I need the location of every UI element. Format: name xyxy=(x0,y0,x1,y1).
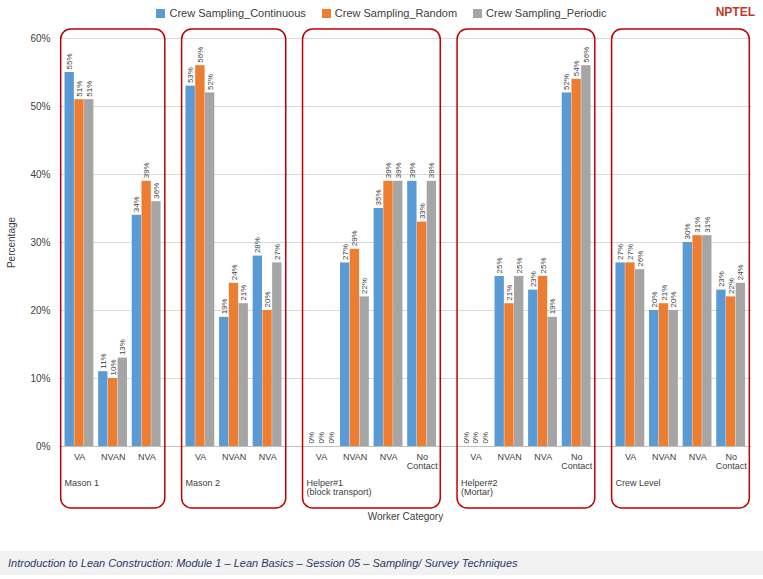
svg-text:31%: 31% xyxy=(693,217,702,233)
svg-text:Mason 2: Mason 2 xyxy=(185,478,220,488)
svg-text:NVAN: NVAN xyxy=(497,452,521,462)
svg-text:NoContact: NoContact xyxy=(716,452,748,472)
svg-text:29%: 29% xyxy=(350,230,359,246)
svg-text:33%: 33% xyxy=(418,203,427,219)
html-text:Crew Sampling_Periodic: Crew Sampling_Periodic xyxy=(486,7,607,19)
svg-text:0%: 0% xyxy=(307,432,316,444)
svg-text:24%: 24% xyxy=(736,264,745,280)
svg-text:20%: 20% xyxy=(669,291,678,307)
svg-text:27%: 27% xyxy=(616,244,625,260)
svg-text:54%: 54% xyxy=(572,60,581,76)
svg-text:10%: 10% xyxy=(109,359,118,375)
svg-text:0%: 0% xyxy=(36,441,51,452)
svg-text:26%: 26% xyxy=(636,251,645,267)
svg-text:55%: 55% xyxy=(65,53,74,69)
svg-text:27%: 27% xyxy=(626,244,635,260)
svg-text:Worker Category: Worker Category xyxy=(368,511,443,522)
svg-text:39%: 39% xyxy=(384,162,393,178)
svg-text:Crew Level: Crew Level xyxy=(615,478,660,488)
svg-text:NVAN: NVAN xyxy=(343,452,367,462)
svg-text:20%: 20% xyxy=(263,291,272,307)
svg-text:30%: 30% xyxy=(30,237,50,248)
svg-text:23%: 23% xyxy=(717,271,726,287)
svg-text:VA: VA xyxy=(316,452,327,462)
html-text:Introduction to Lean Construct: Introduction to Lean Construction: Modul… xyxy=(8,557,518,569)
svg-text:Helper#1(block transport): Helper#1(block transport) xyxy=(306,478,371,498)
svg-text:39%: 39% xyxy=(427,162,436,178)
svg-text:40%: 40% xyxy=(30,169,50,180)
svg-text:VA: VA xyxy=(625,452,636,462)
svg-text:56%: 56% xyxy=(582,47,591,63)
svg-text:VA: VA xyxy=(470,452,481,462)
svg-text:20%: 20% xyxy=(30,305,50,316)
svg-text:50%: 50% xyxy=(30,101,50,112)
svg-text:31%: 31% xyxy=(703,217,712,233)
svg-text:NoContact: NoContact xyxy=(561,452,593,472)
svg-text:22%: 22% xyxy=(727,278,736,294)
svg-text:34%: 34% xyxy=(132,196,141,212)
svg-text:NVA: NVA xyxy=(259,452,277,462)
svg-text:51%: 51% xyxy=(85,81,94,97)
svg-text:Percentage: Percentage xyxy=(6,216,17,268)
svg-text:Mason 1: Mason 1 xyxy=(65,478,100,488)
svg-text:NVAN: NVAN xyxy=(101,452,125,462)
html-text:Crew Sampling_Random: Crew Sampling_Random xyxy=(334,7,458,19)
svg-text:10%: 10% xyxy=(30,373,50,384)
svg-text:NVAN: NVAN xyxy=(652,452,676,462)
svg-text:VA: VA xyxy=(74,452,85,462)
svg-text:51%: 51% xyxy=(75,81,84,97)
svg-text:22%: 22% xyxy=(360,278,369,294)
svg-text:NVA: NVA xyxy=(689,452,707,462)
svg-text:NoContact: NoContact xyxy=(407,452,439,472)
svg-text:39%: 39% xyxy=(142,162,151,178)
svg-text:NVA: NVA xyxy=(534,452,552,462)
svg-text:35%: 35% xyxy=(374,189,383,205)
svg-text:0%: 0% xyxy=(481,432,490,444)
svg-text:27%: 27% xyxy=(341,244,350,260)
svg-text:NVA: NVA xyxy=(380,452,398,462)
svg-text:19%: 19% xyxy=(548,298,557,314)
svg-text:NVA: NVA xyxy=(138,452,156,462)
svg-text:30%: 30% xyxy=(683,223,692,239)
svg-text:11%: 11% xyxy=(99,353,108,368)
svg-text:0%: 0% xyxy=(471,432,480,444)
html-text:NPTEL: NPTEL xyxy=(715,5,755,19)
svg-text:0%: 0% xyxy=(327,432,336,444)
svg-text:39%: 39% xyxy=(408,162,417,178)
svg-text:20%: 20% xyxy=(650,291,659,307)
svg-text:21%: 21% xyxy=(660,285,669,301)
svg-text:0%: 0% xyxy=(462,432,471,444)
svg-text:NVAN: NVAN xyxy=(222,452,246,462)
svg-text:19%: 19% xyxy=(220,298,229,314)
svg-text:24%: 24% xyxy=(230,264,239,280)
svg-text:21%: 21% xyxy=(505,285,514,301)
svg-text:23%: 23% xyxy=(529,271,538,287)
svg-text:28%: 28% xyxy=(253,237,262,253)
svg-text:52%: 52% xyxy=(562,74,571,90)
svg-text:60%: 60% xyxy=(30,33,50,44)
svg-text:25%: 25% xyxy=(539,257,548,273)
svg-text:25%: 25% xyxy=(515,257,524,273)
svg-text:52%: 52% xyxy=(206,74,215,90)
svg-text:36%: 36% xyxy=(152,183,161,199)
svg-text:0%: 0% xyxy=(317,432,326,444)
svg-text:VA: VA xyxy=(195,452,206,462)
svg-text:25%: 25% xyxy=(495,257,504,273)
svg-text:21%: 21% xyxy=(239,285,248,301)
svg-text:39%: 39% xyxy=(394,162,403,178)
svg-text:27%: 27% xyxy=(273,244,282,260)
svg-text:Helper#2(Mortar): Helper#2(Mortar) xyxy=(461,478,498,498)
html-text:Crew Sampling_Continuous: Crew Sampling_Continuous xyxy=(169,7,306,19)
svg-text:13%: 13% xyxy=(118,339,127,355)
svg-text:56%: 56% xyxy=(196,47,205,63)
svg-text:53%: 53% xyxy=(186,67,195,83)
